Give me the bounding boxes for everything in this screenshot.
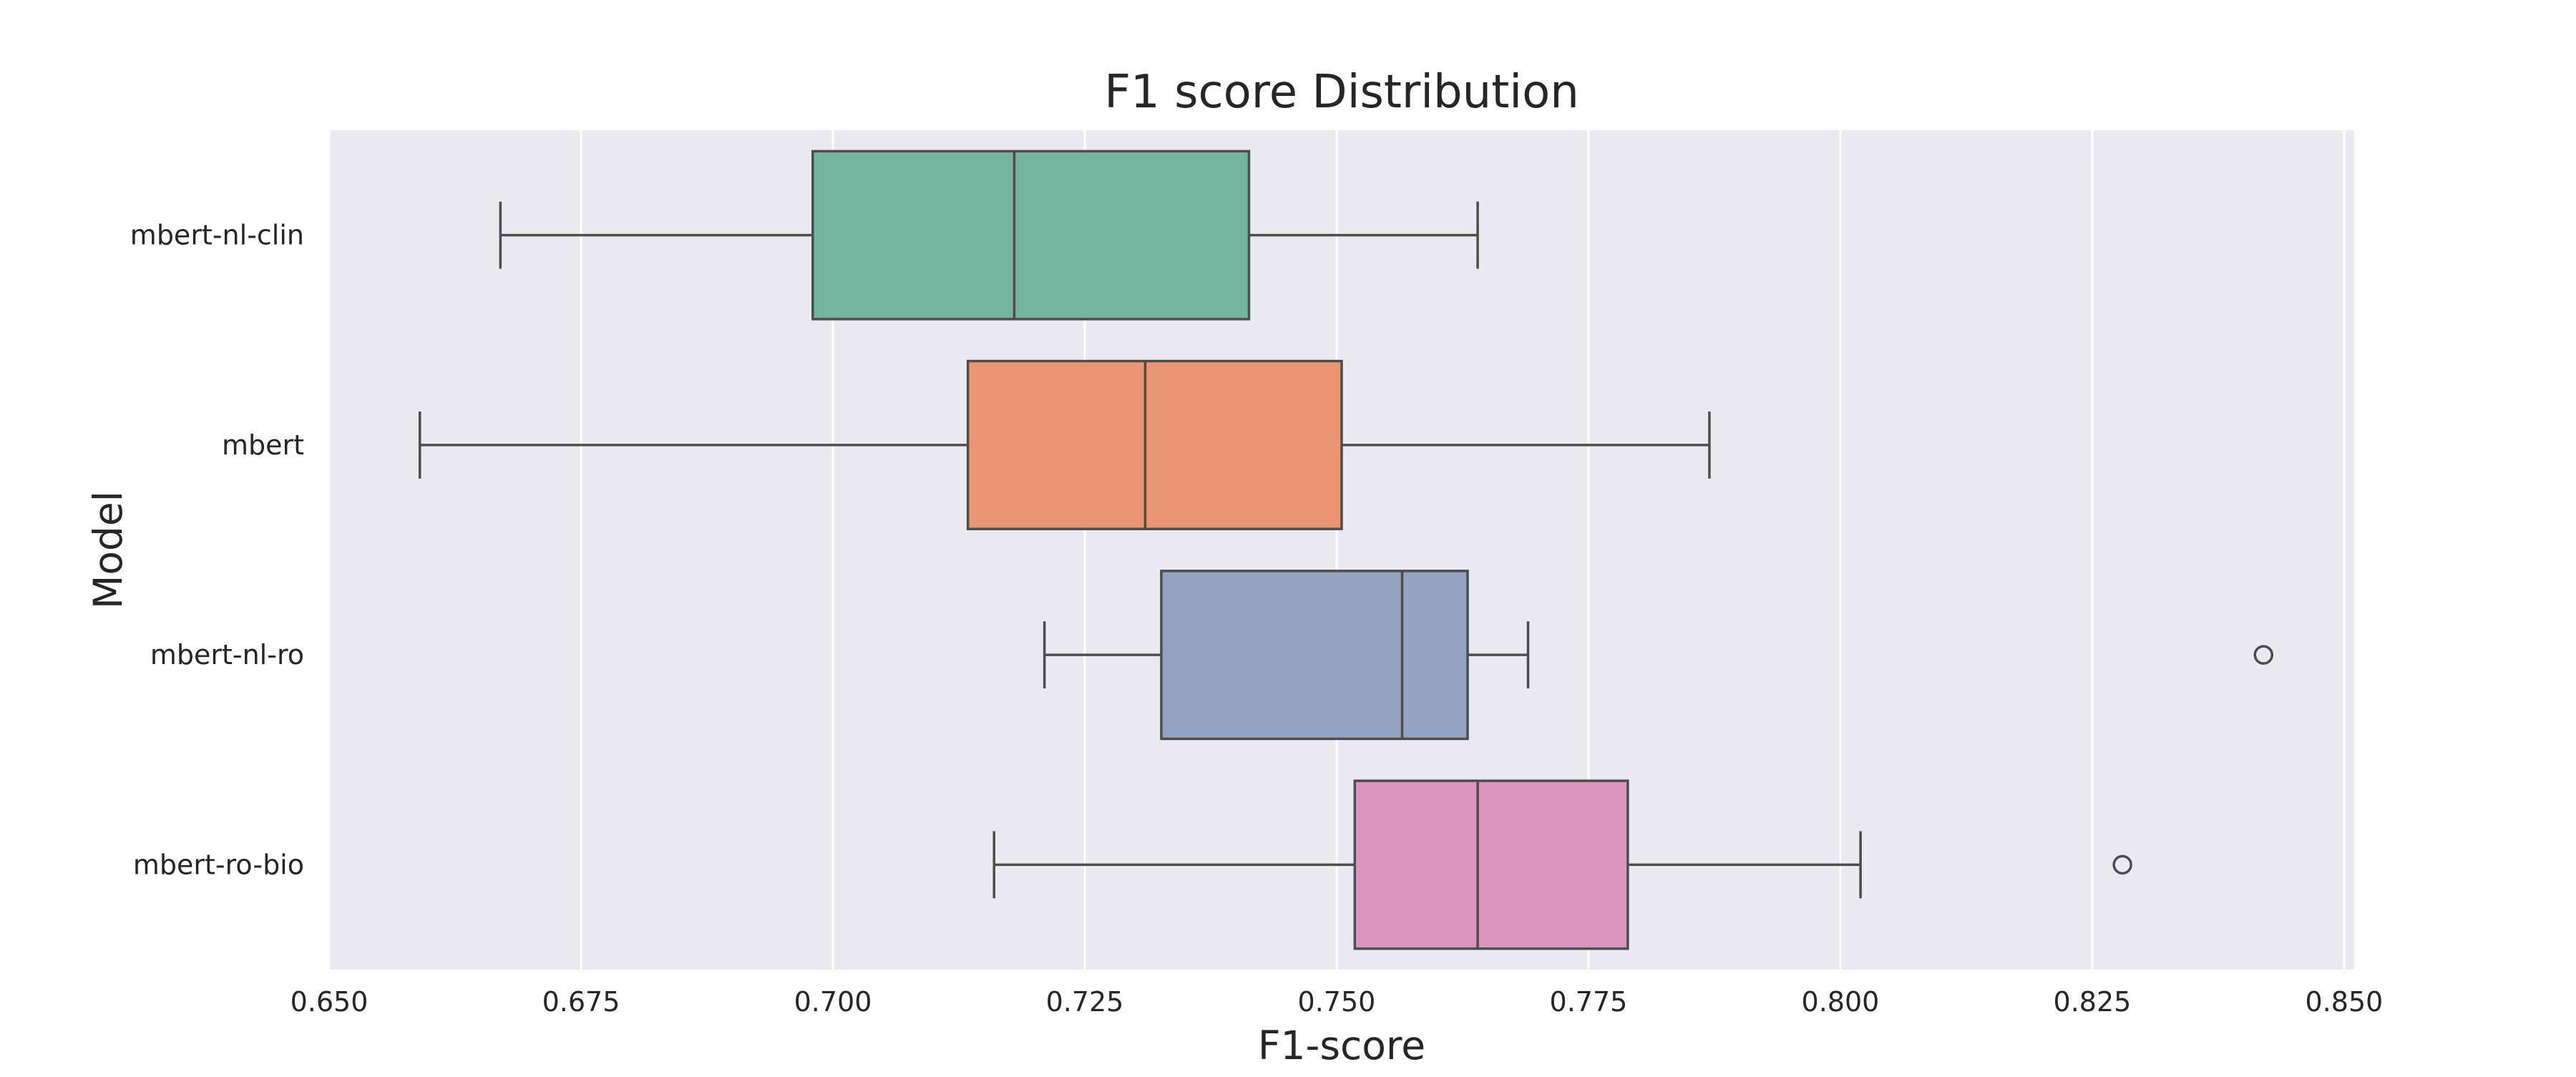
x-tick-label: 0.675 <box>542 986 620 1018</box>
y-axis-label: Model <box>85 491 131 609</box>
plot-area <box>329 130 2354 970</box>
box-mbert-nl-clin <box>499 150 1479 321</box>
chart-title: F1 score Distribution <box>1104 66 1579 119</box>
x-tick-label: 0.700 <box>794 986 872 1018</box>
x-tick-label: 0.800 <box>1802 986 1880 1018</box>
outlier-point <box>2253 645 2274 665</box>
x-tick-label: 0.725 <box>1046 986 1124 1018</box>
boxes <box>418 150 2274 950</box>
x-tick-label: 0.775 <box>1550 986 1628 1018</box>
box-mbert-nl-ro <box>1043 570 2274 741</box>
x-tick-label: 0.825 <box>2054 986 2132 1018</box>
x-tick-labels: 0.650 0.675 0.700 0.725 0.750 0.775 0.800 0.825… <box>291 986 2384 1018</box>
y-tick-label: mbert-nl-ro <box>150 639 304 671</box>
y-tick-label: mbert <box>222 429 304 461</box>
box-iqr <box>966 359 1343 530</box>
box-iqr <box>1160 570 1469 741</box>
outlier-point <box>2112 854 2132 875</box>
y-tick-label: mbert-nl-clin <box>130 220 304 251</box>
box-iqr <box>811 150 1251 321</box>
box-iqr <box>1353 779 1629 950</box>
x-tick-label: 0.650 <box>291 986 369 1018</box>
x-tick-label: 0.850 <box>2306 986 2384 1018</box>
box-mbert-ro-bio <box>992 779 2132 950</box>
y-tick-label: mbert-ro-bio <box>133 849 304 880</box>
box-mbert <box>418 359 1711 530</box>
x-tick-label: 0.750 <box>1298 986 1376 1018</box>
x-axis-label: F1-score <box>1258 1023 1425 1068</box>
y-tick-labels: mbert-nl-clin mbert mbert-nl-ro mbert-ro-bi… <box>130 220 304 881</box>
